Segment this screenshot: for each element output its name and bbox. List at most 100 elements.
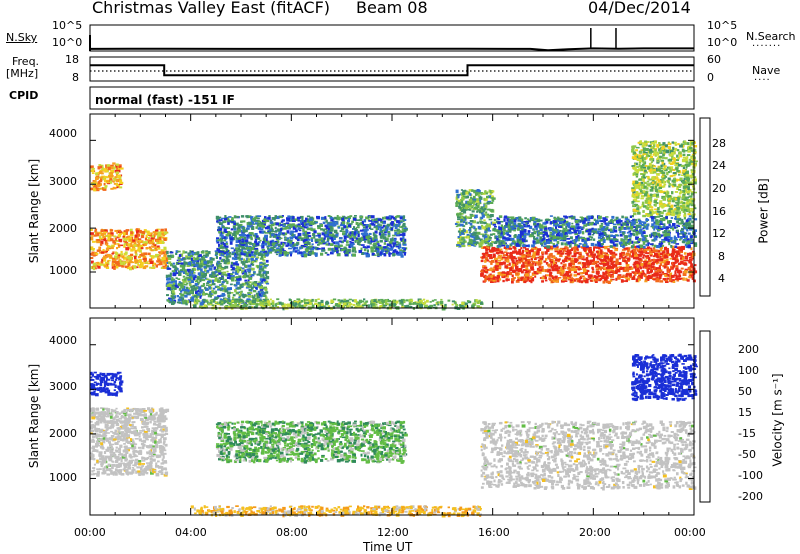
power-cell (126, 257, 130, 261)
power-cell (471, 210, 475, 213)
power-cell (679, 248, 684, 252)
power-cell (483, 221, 487, 225)
power-cell (203, 254, 206, 257)
power-cell (259, 239, 262, 242)
power-cell (222, 271, 227, 274)
power-cell (250, 288, 253, 292)
power-cell (320, 242, 325, 245)
power-cell (142, 241, 147, 244)
power-cell (419, 304, 424, 308)
power-cell (658, 276, 662, 279)
power-cell (185, 272, 188, 275)
power-cell (478, 192, 482, 194)
power-cell (166, 262, 169, 264)
power-cell (165, 250, 168, 254)
power-cell (105, 243, 109, 246)
power-cell (152, 235, 155, 239)
power-cell (94, 229, 97, 233)
power-cell (274, 303, 278, 307)
power-cell (223, 261, 228, 264)
power-cell (220, 287, 224, 291)
power-cell (242, 243, 247, 246)
power-cell (116, 260, 121, 264)
power-cell (550, 260, 553, 264)
power-cell (485, 213, 490, 216)
power-cell (393, 253, 396, 256)
power-cell (140, 247, 144, 249)
power-cell (203, 259, 207, 262)
power-cell (544, 279, 548, 282)
power-cell (397, 224, 400, 227)
power-cell (216, 273, 219, 276)
power-cell (646, 276, 651, 280)
power-cell (661, 261, 664, 263)
power-cell (480, 273, 484, 277)
power-cell (354, 215, 357, 217)
power-cell (386, 243, 390, 246)
power-cell (306, 223, 310, 226)
power-cell (196, 295, 200, 298)
power-cell (213, 266, 216, 270)
power-cell (297, 251, 301, 255)
power-cell (260, 291, 265, 294)
power-cell (96, 264, 99, 267)
power-cell (472, 200, 476, 203)
power-cell (172, 262, 175, 265)
power-cell (347, 219, 350, 223)
power-cell (284, 232, 288, 236)
power-cell (593, 246, 597, 249)
power-cell (244, 264, 248, 268)
power-cell (394, 215, 398, 219)
power-cell (103, 231, 107, 234)
power-cell (568, 262, 572, 266)
power-cell (225, 236, 228, 240)
power-cell (305, 235, 309, 239)
power-cell (372, 237, 375, 241)
power-cell (240, 257, 243, 261)
power-cell (260, 268, 264, 271)
power-cell (290, 217, 293, 220)
power-cell (242, 234, 247, 237)
power-cell (343, 234, 347, 238)
power-cell (217, 216, 222, 219)
power-cell (361, 220, 364, 225)
power-cell (502, 279, 505, 283)
power-cell (168, 298, 172, 301)
power-cell (293, 243, 296, 247)
power-cell (502, 261, 506, 264)
power-cell (317, 232, 321, 235)
power-cell (349, 240, 352, 243)
power-cell (226, 280, 229, 285)
power-cell (559, 273, 562, 276)
power-cell (505, 248, 508, 251)
power-cell (189, 255, 193, 257)
power-cell (220, 268, 224, 271)
power-cell (127, 263, 131, 266)
power-cell (242, 271, 246, 274)
power-cell (666, 251, 669, 254)
power-cell (178, 254, 182, 257)
power-cell (153, 244, 157, 247)
power-cell (155, 248, 158, 251)
power-cell (343, 302, 347, 306)
power-cell (114, 183, 118, 185)
power-cell (535, 252, 540, 256)
power-cell (342, 300, 347, 304)
power-cell (384, 233, 387, 236)
power-cell (287, 223, 291, 226)
power-cell (102, 249, 105, 251)
power-cell (488, 223, 491, 227)
power-cell (456, 307, 461, 310)
power-cell (231, 300, 234, 303)
power-cell (335, 221, 338, 225)
power-cell (355, 226, 360, 229)
power-cell (444, 303, 447, 307)
power-cell (258, 270, 262, 274)
power-cell (315, 221, 318, 224)
power-cell (235, 240, 239, 244)
power-cell (682, 277, 685, 281)
power-cell (258, 282, 261, 286)
power-cell (353, 231, 356, 235)
power-cell (634, 245, 637, 249)
power-cell (250, 274, 253, 279)
